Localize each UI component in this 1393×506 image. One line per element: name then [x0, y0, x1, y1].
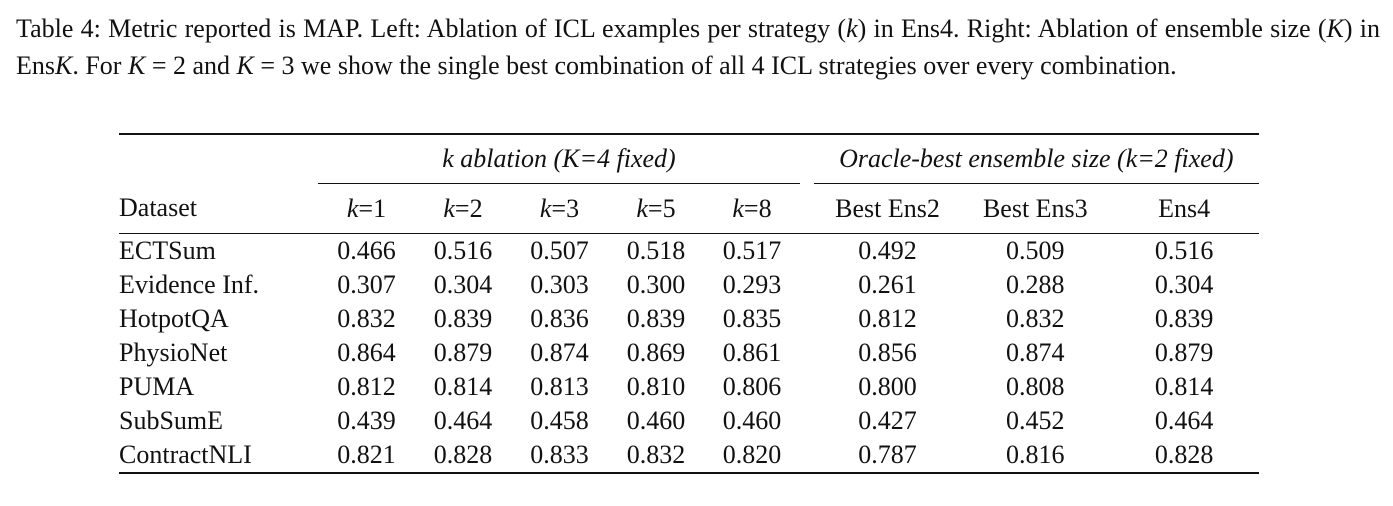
table-cell: 0.439 — [337, 406, 396, 435]
table-cell: 0.300 — [626, 270, 686, 299]
table-cell: 0.787 — [858, 440, 917, 469]
table-row: Evidence Inf. 0.307 0.304 0.303 0.300 0.293 0.… — [119, 268, 1259, 302]
table-cell: 0.832 — [337, 304, 396, 333]
column-gap — [800, 370, 814, 404]
table-cell: 0.800 — [858, 372, 917, 401]
dataset-name: PhysioNet — [119, 338, 228, 367]
table-cell: 0.861 — [722, 338, 782, 367]
table-cell: 0.460 — [722, 406, 782, 435]
table-cell: 0.832 — [1006, 304, 1065, 333]
column-gap — [800, 438, 814, 473]
table-cell: 0.427 — [858, 406, 917, 435]
table-cell: 0.814 — [1154, 372, 1214, 401]
column-gap — [800, 404, 814, 438]
table-row: SubSumE 0.439 0.464 0.458 0.460 0.460 0.427 0.4… — [119, 404, 1259, 438]
dataset-name: PUMA — [119, 372, 195, 401]
column-header: k=1 — [318, 183, 415, 234]
table-cell: 0.812 — [337, 372, 396, 401]
table-cell: 0.828 — [433, 440, 493, 469]
dataset-name: SubSumE — [119, 406, 224, 435]
column-gap — [800, 302, 814, 336]
table-cell: 0.869 — [626, 338, 686, 367]
table-row: ECTSum 0.466 0.516 0.507 0.518 0.517 0.492 0.50… — [119, 234, 1259, 269]
table-cell: 0.879 — [433, 338, 493, 367]
table-cell: 0.460 — [626, 406, 686, 435]
group-header-ensemble-size: Oracle-best ensemble size (k=2 fixed) — [839, 144, 1234, 173]
table-cell: 0.307 — [337, 270, 396, 299]
table-cell: 0.832 — [626, 440, 686, 469]
column-gap — [800, 336, 814, 370]
table-cell: 0.516 — [1154, 236, 1214, 265]
table-cell: 0.879 — [1154, 338, 1214, 367]
table-cell: 0.806 — [722, 372, 782, 401]
table-cell: 0.509 — [1006, 236, 1065, 265]
table-cell: 0.458 — [530, 406, 589, 435]
table-cell: 0.261 — [858, 270, 917, 299]
table-cell: 0.464 — [1154, 406, 1214, 435]
table-cell: 0.518 — [626, 236, 686, 265]
table-cell: 0.814 — [433, 372, 493, 401]
table-cell: 0.839 — [433, 304, 493, 333]
table-cell: 0.808 — [1006, 372, 1065, 401]
table-cell: 0.839 — [1154, 304, 1214, 333]
table-cell: 0.812 — [858, 304, 917, 333]
dataset-name: HotpotQA — [119, 304, 229, 333]
table-cell: 0.507 — [530, 236, 589, 265]
dataset-name: ContractNLI — [119, 440, 252, 469]
column-gap — [800, 234, 814, 269]
column-header: k=3 — [511, 183, 608, 234]
table-row: ContractNLI 0.821 0.828 0.833 0.832 0.820 0.78… — [119, 438, 1259, 473]
table-cell: 0.492 — [858, 236, 917, 265]
table-row: PhysioNet 0.864 0.879 0.874 0.869 0.861 0.856 0… — [119, 336, 1259, 370]
table-cell: 0.874 — [530, 338, 589, 367]
table-cell: 0.816 — [1006, 440, 1065, 469]
table-cell: 0.828 — [1154, 440, 1214, 469]
column-header: Best Ens3 — [961, 183, 1110, 234]
table-cell: 0.856 — [858, 338, 917, 367]
dataset-name: ECTSum — [119, 236, 216, 265]
group-header-k-ablation: k ablation (K=4 fixed) — [442, 144, 676, 173]
column-header: Dataset — [119, 183, 319, 234]
table-cell: 0.517 — [722, 236, 782, 265]
column-header: Best Ens2 — [813, 183, 962, 234]
table-cell: 0.288 — [1006, 270, 1065, 299]
table-cell: 0.516 — [433, 236, 493, 265]
table-cell: 0.839 — [626, 304, 686, 333]
table-cell: 0.864 — [337, 338, 396, 367]
table-cell: 0.303 — [530, 270, 589, 299]
table-cell: 0.813 — [530, 372, 589, 401]
column-gap — [799, 183, 814, 234]
table-cell: 0.835 — [722, 304, 782, 333]
table-cell: 0.833 — [530, 440, 589, 469]
table-cell: 0.820 — [722, 440, 782, 469]
column-header: k=2 — [414, 183, 512, 234]
table-cell: 0.466 — [337, 236, 396, 265]
table-row: PUMA 0.812 0.814 0.813 0.810 0.806 0.800 0.808 0… — [119, 370, 1259, 404]
table-row: HotpotQA 0.832 0.839 0.836 0.839 0.835 0.812 0.… — [119, 302, 1259, 336]
table-cell: 0.836 — [530, 304, 589, 333]
results-table: k ablation (K=4 fixed) Oracle-best ensem… — [119, 133, 1259, 474]
column-header: k=5 — [607, 183, 705, 234]
table-cell: 0.810 — [626, 372, 686, 401]
column-header-row: Dataset k=1 k=2 k=3 k=5 k=8 Best Ens2 Best Ens3… — [119, 183, 1259, 234]
table-caption: Table 4: Metric reported is MAP. Left: A… — [16, 14, 1380, 80]
column-gap — [800, 268, 814, 302]
column-header: Ens4 — [1109, 183, 1259, 234]
table-cell: 0.304 — [433, 270, 493, 299]
table-cell: 0.874 — [1006, 338, 1065, 367]
table-cell: 0.821 — [337, 440, 396, 469]
table-cell: 0.464 — [433, 406, 493, 435]
table-cell: 0.452 — [1006, 406, 1065, 435]
table-cell: 0.304 — [1154, 270, 1214, 299]
table-cell: 0.293 — [722, 270, 782, 299]
dataset-name: Evidence Inf. — [119, 270, 260, 299]
column-header: k=8 — [704, 183, 800, 234]
